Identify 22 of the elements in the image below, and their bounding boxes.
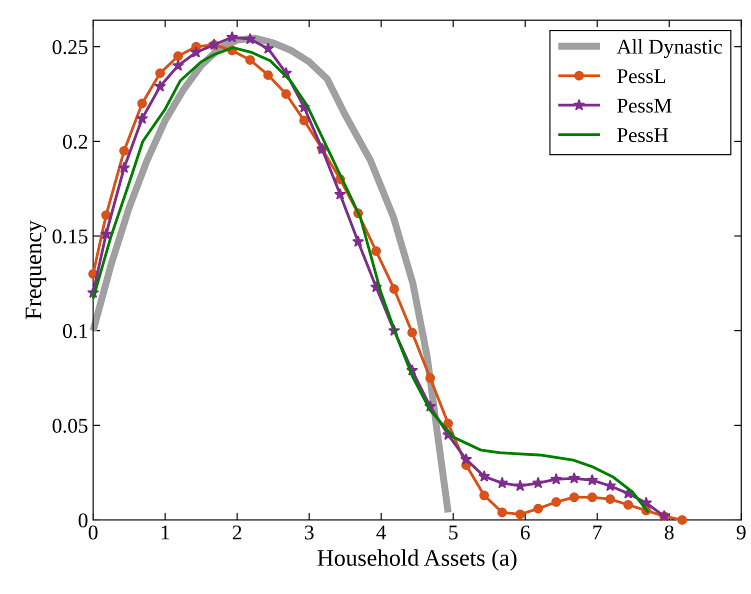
x-tick-label: 7: [593, 526, 602, 540]
y-tick-label: 0: [78, 513, 88, 528]
x-tick-label: 1: [162, 526, 170, 540]
x-tick-label: 3: [304, 526, 314, 540]
y-tick-label: 0.25: [52, 40, 88, 54]
x-tick-label: 2: [232, 526, 242, 540]
x-tick-label: 8: [664, 525, 674, 540]
y-tick-label: 0.1: [63, 324, 88, 338]
x-tick-label: 4: [376, 526, 386, 540]
x-axis-title: Household Assets (a): [318, 549, 516, 571]
x-tick-label: 9: [736, 526, 746, 540]
legend-label: PessL: [617, 69, 666, 84]
y-axis-title: Frequency: [26, 220, 46, 320]
x-tick-label: 6: [520, 526, 530, 540]
legend-label: All Dynastic: [616, 39, 722, 58]
y-tick-label: 0.05: [52, 418, 88, 433]
y-tick-label: 0.15: [52, 229, 88, 244]
legend-label: PessM: [617, 98, 672, 113]
legend-label: PessH: [617, 128, 668, 142]
x-tick-label: 5: [449, 526, 458, 540]
x-tick-label: 0: [88, 525, 98, 540]
y-tick-label: 0.2: [63, 134, 88, 149]
